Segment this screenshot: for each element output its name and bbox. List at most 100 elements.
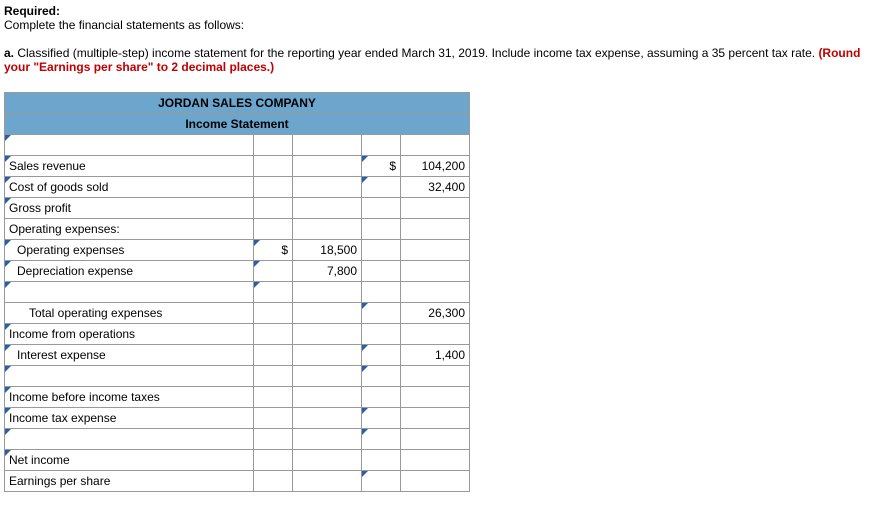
cell[interactable]: [254, 345, 293, 366]
tax-label[interactable]: Income tax expense: [5, 408, 254, 429]
cell[interactable]: [293, 471, 362, 492]
cell[interactable]: [254, 303, 293, 324]
cell[interactable]: [293, 450, 362, 471]
blank-cell[interactable]: [5, 135, 254, 156]
cell[interactable]: [401, 408, 470, 429]
cell[interactable]: [362, 429, 401, 450]
cell[interactable]: [254, 156, 293, 177]
eps-label: Earnings per share: [5, 471, 254, 492]
cell[interactable]: [401, 366, 470, 387]
cell[interactable]: [254, 177, 293, 198]
cell[interactable]: [362, 135, 401, 156]
cell[interactable]: [293, 408, 362, 429]
income-before-tax-label[interactable]: Income before income taxes: [5, 387, 254, 408]
table-row: [5, 366, 470, 387]
cell[interactable]: [362, 177, 401, 198]
blank-cell[interactable]: [5, 282, 254, 303]
blank-cell[interactable]: [5, 366, 254, 387]
cell[interactable]: [254, 450, 293, 471]
table-row: Operating expenses:: [5, 219, 470, 240]
cell[interactable]: [401, 261, 470, 282]
cell[interactable]: [254, 219, 293, 240]
cell[interactable]: [254, 282, 293, 303]
cell[interactable]: [362, 219, 401, 240]
cell[interactable]: [362, 408, 401, 429]
cell[interactable]: [293, 177, 362, 198]
cell[interactable]: [254, 261, 293, 282]
amount-cell[interactable]: 26,300: [401, 303, 470, 324]
blank-cell[interactable]: [5, 429, 254, 450]
cell[interactable]: [401, 324, 470, 345]
table-row: Income tax expense: [5, 408, 470, 429]
cell[interactable]: [401, 429, 470, 450]
cell[interactable]: [401, 450, 470, 471]
cell[interactable]: [362, 282, 401, 303]
cell[interactable]: [401, 219, 470, 240]
currency-cell[interactable]: $: [362, 156, 401, 177]
cell[interactable]: [254, 429, 293, 450]
amount-cell[interactable]: 1,400: [401, 345, 470, 366]
sub-instruction: a. Classified (multiple-step) income sta…: [4, 46, 879, 74]
cell[interactable]: [293, 366, 362, 387]
cell[interactable]: [362, 471, 401, 492]
cell[interactable]: [293, 429, 362, 450]
cell[interactable]: [362, 387, 401, 408]
cogs-label[interactable]: Cost of goods sold: [5, 177, 254, 198]
cell[interactable]: [293, 345, 362, 366]
table-row: Earnings per share: [5, 471, 470, 492]
sales-revenue-label[interactable]: Sales revenue: [5, 156, 254, 177]
table-row: Gross profit: [5, 198, 470, 219]
cell[interactable]: [293, 135, 362, 156]
cell[interactable]: [401, 135, 470, 156]
dep-label[interactable]: Depreciation expense: [5, 261, 254, 282]
opex-label[interactable]: Operating expenses: [5, 240, 254, 261]
net-income-label[interactable]: Net income: [5, 450, 254, 471]
sub-letter: a.: [4, 46, 14, 60]
cell[interactable]: [254, 135, 293, 156]
cell[interactable]: [401, 240, 470, 261]
currency-cell[interactable]: $: [254, 240, 293, 261]
table-row: Operating expenses $ 18,500: [5, 240, 470, 261]
cell[interactable]: [293, 303, 362, 324]
table-row: Depreciation expense 7,800: [5, 261, 470, 282]
cell[interactable]: [362, 198, 401, 219]
table-row: Sales revenue $ 104,200: [5, 156, 470, 177]
interest-label[interactable]: Interest expense: [5, 345, 254, 366]
amount-cell[interactable]: 104,200: [401, 156, 470, 177]
table-row: Cost of goods sold 32,400: [5, 177, 470, 198]
cell[interactable]: [401, 387, 470, 408]
income-ops-label[interactable]: Income from operations: [5, 324, 254, 345]
cell[interactable]: [362, 261, 401, 282]
cell[interactable]: [401, 198, 470, 219]
cell[interactable]: [401, 471, 470, 492]
required-block: Required: Complete the financial stateme…: [4, 4, 879, 32]
cell[interactable]: [254, 471, 293, 492]
cell[interactable]: [293, 324, 362, 345]
amount-cell[interactable]: 32,400: [401, 177, 470, 198]
cell[interactable]: [254, 324, 293, 345]
gross-profit-label[interactable]: Gross profit: [5, 198, 254, 219]
table-row: [5, 282, 470, 303]
income-statement-table: JORDAN SALES COMPANY Income Statement Sa…: [4, 92, 470, 492]
table-row: Total operating expenses 26,300: [5, 303, 470, 324]
cell[interactable]: [254, 366, 293, 387]
cell[interactable]: [293, 387, 362, 408]
cell[interactable]: [254, 387, 293, 408]
cell[interactable]: [293, 156, 362, 177]
cell[interactable]: [254, 198, 293, 219]
cell[interactable]: [362, 345, 401, 366]
cell[interactable]: [362, 366, 401, 387]
cell[interactable]: [293, 282, 362, 303]
cell[interactable]: [362, 303, 401, 324]
cell[interactable]: [254, 408, 293, 429]
cell[interactable]: [362, 240, 401, 261]
cell[interactable]: [293, 198, 362, 219]
amount-cell[interactable]: 18,500: [293, 240, 362, 261]
cell[interactable]: [362, 324, 401, 345]
cell[interactable]: [362, 450, 401, 471]
cell[interactable]: [401, 282, 470, 303]
table-row: [5, 135, 470, 156]
table-row: Income from operations: [5, 324, 470, 345]
cell[interactable]: [293, 219, 362, 240]
amount-cell[interactable]: 7,800: [293, 261, 362, 282]
